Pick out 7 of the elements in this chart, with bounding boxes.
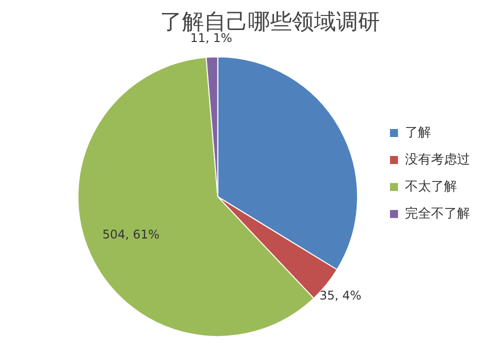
legend-label: 了解	[405, 124, 431, 140]
legend-label: 没有考虑过	[405, 152, 470, 167]
data-label: 504, 61%	[102, 228, 160, 242]
data-label: 35, 4%	[319, 288, 362, 302]
legend-label: 完全不了解	[405, 206, 470, 221]
legend-label: 不太了解	[405, 178, 457, 194]
data-label: 11, 1%	[190, 30, 232, 45]
